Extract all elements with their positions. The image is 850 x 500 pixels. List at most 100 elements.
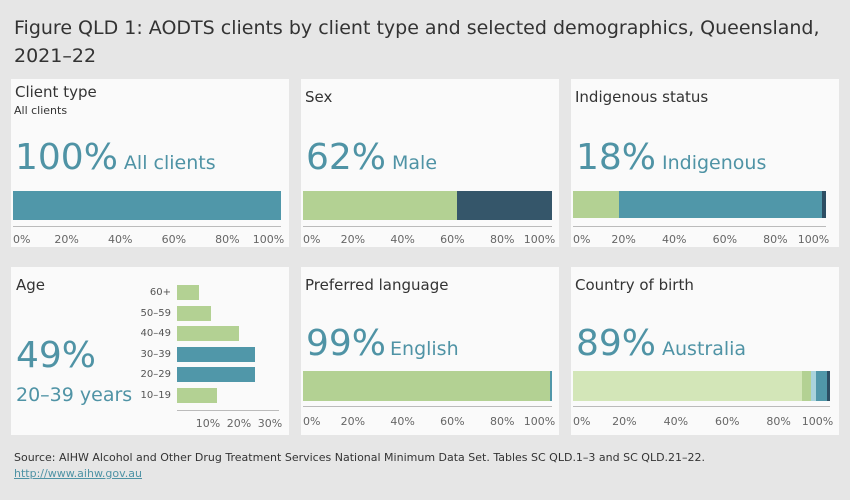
x-tick-label: 20% bbox=[611, 233, 636, 246]
age-bar bbox=[177, 326, 239, 341]
x-tick-label: 0% bbox=[13, 233, 31, 246]
x-tick-label: 80% bbox=[489, 233, 515, 246]
age-category-label: 20–29 bbox=[140, 369, 171, 380]
headline-label: 20–39 years bbox=[16, 384, 133, 406]
stacked-bar bbox=[303, 371, 552, 401]
panel-title: Country of birth bbox=[575, 276, 694, 294]
age-bar-chart: 60+ 50–59 40–49 30–39 20–29 10–19 10% 20% 30% bbox=[11, 267, 289, 435]
x-axis-ticks: 0% 20% 40% 60% 80% 100% bbox=[13, 233, 285, 247]
source-link[interactable]: http://www.aihw.gov.au bbox=[14, 467, 143, 480]
headline-percent: 62% bbox=[306, 137, 387, 178]
headline-percent: 49% bbox=[16, 335, 97, 376]
age-category-label: 60+ bbox=[149, 287, 171, 298]
source-note: Source: AIHW Alcohol and Other Drug Trea… bbox=[14, 450, 705, 482]
age-x-axis-line bbox=[177, 410, 280, 411]
age-bar bbox=[177, 367, 255, 382]
panel-title: Preferred language bbox=[305, 276, 449, 294]
headline-percent: 89% bbox=[576, 323, 657, 364]
x-axis-ticks: 0% 20% 40% 60% 80% 100% bbox=[303, 233, 556, 247]
headline-percent: 100% bbox=[15, 137, 118, 178]
x-tick-label: 20% bbox=[612, 415, 637, 428]
x-tick-label: 80% bbox=[766, 415, 791, 428]
x-axis-line bbox=[303, 226, 552, 227]
x-tick-label: 40% bbox=[390, 415, 415, 428]
headline-label: English bbox=[390, 338, 459, 360]
bar-segment bbox=[457, 191, 552, 220]
x-tick-label: 100% bbox=[523, 415, 556, 428]
age-category-label: 30–39 bbox=[140, 348, 171, 360]
bar-segment bbox=[810, 371, 816, 401]
page-title: Figure QLD 1: AODTS clients by client ty… bbox=[14, 17, 820, 67]
x-axis-ticks: 0% 20% 40% 60% 80% 100% bbox=[573, 415, 834, 429]
panel-title: Indigenous status bbox=[575, 88, 709, 106]
age-category-label: 50–59 bbox=[140, 307, 171, 319]
x-tick-label: 0% bbox=[303, 415, 321, 428]
headline-percent: 18% bbox=[576, 137, 657, 178]
panel-title: Age bbox=[16, 276, 46, 294]
x-axis-ticks: 0% 20% 40% 60% 80% 100% bbox=[303, 415, 556, 429]
x-tick-label: 20% bbox=[340, 415, 366, 428]
panel-preferred-language: Preferred language 99% English 0% 20% 40% 60… bbox=[301, 267, 559, 435]
stacked-bar bbox=[13, 191, 281, 220]
bar-segment bbox=[573, 371, 802, 401]
headline-label: Indigenous bbox=[662, 152, 767, 174]
headline-label: All clients bbox=[123, 152, 216, 174]
stacked-bar bbox=[303, 191, 552, 220]
x-tick-label: 100% bbox=[523, 233, 556, 246]
panel-client-type: Client type All clients 100% All clients … bbox=[11, 79, 289, 247]
x-tick-label: 80% bbox=[215, 233, 240, 246]
panel-age: Age 49% 20–39 years 60+ 50–59 40–49 30–39 20… bbox=[11, 267, 289, 435]
bar-segment bbox=[573, 191, 619, 218]
age-x-tick-label: 30% bbox=[257, 417, 283, 430]
panel-country-of-birth: Country of birth 89% Australia 0% 20% 40% 60… bbox=[571, 267, 839, 435]
x-tick-label: 0% bbox=[303, 233, 321, 246]
headline-label: Male bbox=[392, 152, 438, 174]
panel-subtitle: All clients bbox=[14, 104, 68, 117]
x-tick-label: 80% bbox=[489, 415, 515, 428]
x-tick-label: 0% bbox=[573, 233, 591, 246]
x-tick-label: 100% bbox=[797, 233, 830, 246]
x-axis-line bbox=[573, 406, 830, 407]
x-tick-label: 60% bbox=[712, 233, 738, 246]
x-tick-label: 100% bbox=[252, 233, 285, 246]
age-bar bbox=[177, 387, 218, 403]
age-category-label: 40–49 bbox=[140, 328, 171, 339]
x-tick-label: 40% bbox=[663, 415, 689, 428]
x-axis-line bbox=[573, 226, 826, 227]
x-tick-label: 40% bbox=[107, 233, 133, 246]
bar-segment bbox=[618, 191, 823, 218]
x-axis-ticks: 0% 20% 40% 60% 80% 100% bbox=[573, 233, 830, 247]
source-text: Source: AIHW Alcohol and Other Drug Trea… bbox=[14, 451, 706, 464]
bar-segment bbox=[13, 191, 281, 220]
x-tick-label: 60% bbox=[161, 233, 187, 246]
x-tick-label: 20% bbox=[340, 233, 366, 246]
age-category-label: 10–19 bbox=[140, 389, 171, 401]
headline-percent: 99% bbox=[306, 323, 387, 364]
stacked-bar bbox=[573, 191, 826, 218]
panel-sex: Sex 62% Male 0% 20% 40% 60% 80% 100% bbox=[301, 79, 559, 247]
stacked-bar bbox=[573, 371, 830, 401]
panel-indigenous-status: Indigenous status 18% Indigenous 0% 20% 40%… bbox=[571, 79, 839, 247]
bar-segment bbox=[827, 371, 830, 401]
age-bar bbox=[177, 285, 199, 300]
x-tick-label: 100% bbox=[801, 415, 834, 428]
panel-title: Client type bbox=[15, 83, 97, 101]
age-bar bbox=[177, 346, 255, 362]
x-tick-label: 80% bbox=[763, 233, 788, 246]
x-tick-label: 60% bbox=[714, 415, 740, 428]
age-x-tick-label: 10% bbox=[195, 417, 221, 430]
bar-segment bbox=[549, 371, 552, 401]
bar-segment bbox=[815, 371, 828, 401]
bar-segment bbox=[801, 371, 811, 401]
panel-title: Sex bbox=[305, 88, 333, 106]
bar-segment bbox=[303, 371, 550, 401]
x-axis-line bbox=[303, 406, 552, 407]
x-tick-label: 40% bbox=[661, 233, 687, 246]
x-tick-label: 0% bbox=[573, 415, 591, 428]
bar-segment bbox=[822, 191, 826, 218]
headline-label: Australia bbox=[662, 338, 747, 360]
age-bar bbox=[177, 305, 212, 321]
x-tick-label: 20% bbox=[54, 233, 79, 246]
x-axis-line bbox=[13, 226, 281, 227]
bar-segment bbox=[303, 191, 458, 220]
